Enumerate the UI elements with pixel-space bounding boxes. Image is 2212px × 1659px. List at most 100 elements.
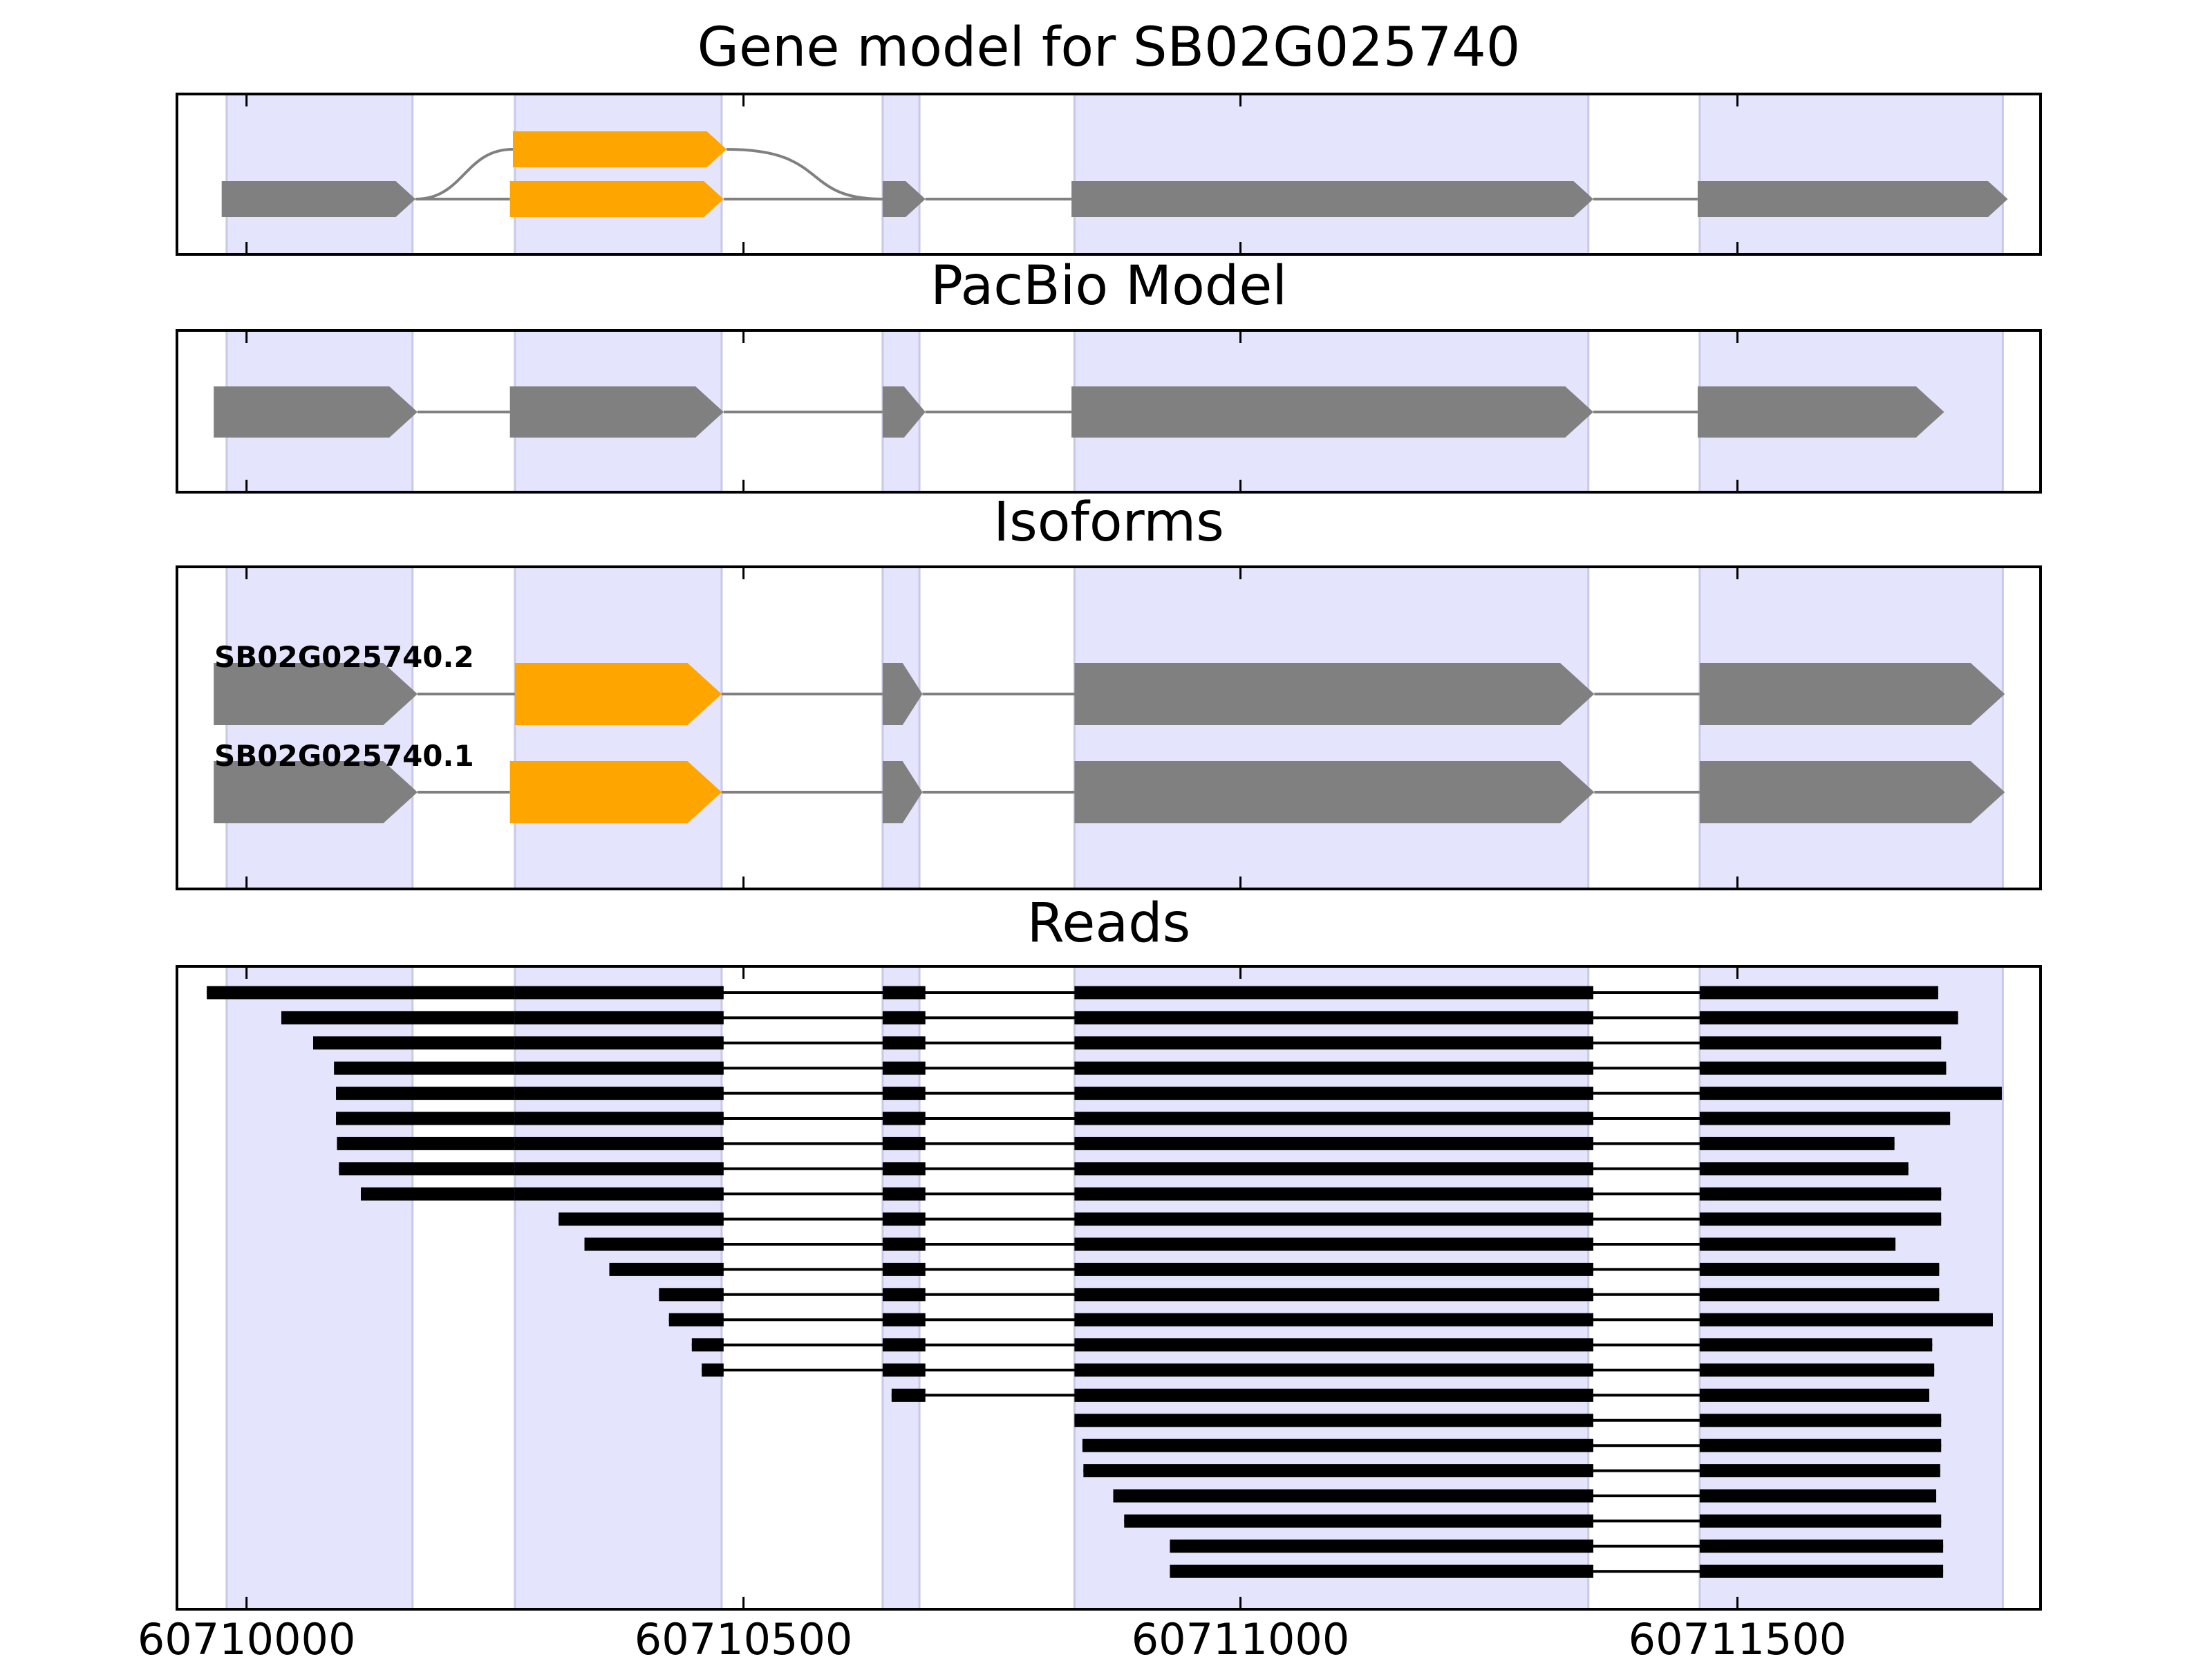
- read-block: [1699, 1514, 1942, 1528]
- x-tick-label: 60710000: [138, 1614, 356, 1659]
- read-block: [1074, 1338, 1593, 1352]
- shaded-exon-regions: [225, 93, 2004, 1611]
- read-block: [1699, 1564, 1944, 1578]
- pacbio-exon-2: [882, 386, 926, 438]
- isoform-exon-0: [214, 663, 418, 725]
- x-tick-label: 60710500: [635, 1614, 853, 1659]
- read-block: [1699, 1388, 1929, 1402]
- read-block: [514, 1011, 724, 1024]
- read-block: [281, 1011, 515, 1024]
- read-block: [1699, 1489, 1937, 1503]
- read-block: [1699, 1036, 1942, 1050]
- read-block: [1699, 1313, 1993, 1327]
- read-block: [1699, 1237, 1896, 1251]
- read-block: [1074, 1187, 1593, 1201]
- read-block: [337, 1136, 515, 1150]
- read-block: [882, 1011, 926, 1024]
- gene-splice-curve: [727, 148, 883, 200]
- read-block: [1699, 1187, 1942, 1201]
- read-block: [361, 1187, 515, 1201]
- isoform-exon-4: [1699, 663, 2005, 725]
- read-block: [1113, 1489, 1593, 1503]
- shaded-region-2-4: [1698, 565, 2004, 890]
- read-block: [1124, 1514, 1593, 1528]
- read-block: [1699, 1464, 1940, 1478]
- read-block: [882, 1338, 926, 1352]
- read-block: [514, 1036, 724, 1050]
- reads-track: [207, 986, 2002, 1578]
- read-block: [882, 1087, 926, 1100]
- read-block: [1074, 1363, 1593, 1377]
- read-block: [336, 1087, 515, 1100]
- read-block: [1074, 1162, 1593, 1176]
- read-block: [882, 1036, 926, 1050]
- gene-alt-exon-upper: [512, 131, 727, 167]
- read-block: [514, 1112, 724, 1125]
- read-block: [514, 1061, 724, 1075]
- read-block: [1699, 1162, 1909, 1176]
- isoforms-title: Isoforms: [993, 491, 1224, 554]
- x-tick-label: 60711500: [1629, 1614, 1847, 1659]
- read-block: [882, 1162, 926, 1176]
- read-block: [1699, 1011, 1958, 1024]
- isoform-exon-3: [1074, 761, 1595, 823]
- shaded-region-0-0: [225, 93, 414, 256]
- read-block: [1699, 1087, 2002, 1100]
- read-block: [514, 1187, 724, 1201]
- isoform-exon-2: [882, 761, 923, 823]
- isoform-exon-0: [214, 761, 418, 823]
- read-block: [1699, 1136, 1895, 1150]
- read-block: [1699, 1262, 1940, 1276]
- pacbio-exon-0: [214, 386, 418, 438]
- pacbio-exon-1: [509, 386, 724, 438]
- isoform-exon-3: [1074, 663, 1595, 725]
- isoform-label: SB02G025740.2: [214, 640, 474, 674]
- read-block: [334, 1061, 515, 1075]
- read-block: [1699, 1288, 1940, 1302]
- shaded-region-2-1: [514, 565, 723, 890]
- shaded-region-2-0: [225, 565, 414, 890]
- panel-frame-1: [176, 329, 2042, 494]
- read-block: [882, 986, 926, 1000]
- read-block: [1170, 1539, 1593, 1553]
- read-block: [609, 1262, 724, 1276]
- isoform-exon-2: [882, 663, 923, 725]
- read-block: [1074, 1262, 1593, 1276]
- read-block: [1082, 1438, 1593, 1452]
- pacbio-exon-3: [1071, 386, 1593, 438]
- gene-exon-2: [1071, 181, 1593, 217]
- isoform-label: SB02G025740.1: [214, 739, 474, 773]
- read-block: [514, 1162, 724, 1176]
- gene-alt-exon: [509, 181, 724, 217]
- isoform-exon-1: [509, 761, 722, 823]
- gene-model-track: [221, 131, 2008, 217]
- read-block: [584, 1237, 724, 1251]
- read-block: [1699, 1414, 1942, 1427]
- read-block: [1074, 1313, 1593, 1327]
- read-block: [1699, 1112, 1951, 1125]
- read-block: [891, 1388, 926, 1402]
- shaded-region-2-2: [881, 565, 921, 890]
- x-tick-label: 60711000: [1132, 1614, 1350, 1659]
- read-block: [882, 1262, 926, 1276]
- read-block: [882, 1212, 926, 1226]
- read-block: [1074, 1036, 1593, 1050]
- read-block: [1699, 1338, 1933, 1352]
- read-block: [207, 986, 515, 1000]
- read-block: [514, 1136, 724, 1150]
- read-block: [1074, 1237, 1593, 1251]
- read-block: [1170, 1564, 1593, 1578]
- x-axis: 60710000 60710500 60711000 60711500: [138, 94, 1846, 1659]
- panel-frame-2: [176, 565, 2042, 890]
- panel-frames: [176, 93, 2042, 1611]
- read-block: [1699, 1539, 1944, 1553]
- shaded-region-2-3: [1073, 565, 1590, 890]
- shaded-region-0-4: [1698, 93, 2004, 256]
- read-block: [1074, 1414, 1593, 1427]
- pacbio-model-track: [214, 386, 1944, 438]
- read-block: [882, 1313, 926, 1327]
- read-block: [1699, 1061, 1947, 1075]
- gene-splice-curve: [415, 148, 514, 200]
- read-block: [1074, 986, 1593, 1000]
